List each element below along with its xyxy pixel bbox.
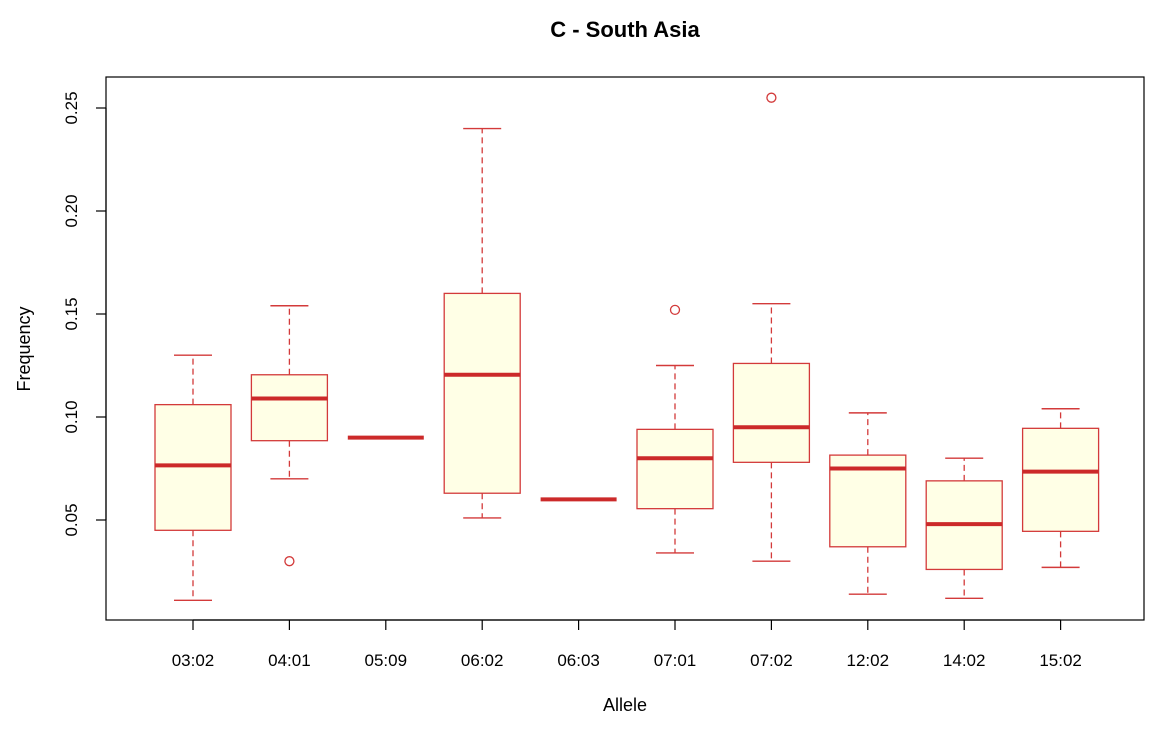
y-axis: 0.05 0.10 0.15 0.20 0.25 — [62, 91, 107, 537]
chart-title: C - South Asia — [550, 17, 700, 42]
box-07:02 — [732, 92, 811, 562]
outlier-point — [669, 304, 681, 316]
iqr-box — [636, 428, 714, 510]
x-tick-label: 07:01 — [654, 651, 697, 670]
x-tick-label: 14:02 — [943, 651, 986, 670]
x-tick-label: 12:02 — [847, 651, 890, 670]
x-tick-label: 04:01 — [268, 651, 311, 670]
iqr-box — [732, 362, 811, 463]
x-tick-label: 07:02 — [750, 651, 793, 670]
outlier-point — [284, 556, 295, 567]
x-axis: 03:02 04:01 05:09 06:02 06:03 07:01 07:02 12:02… — [172, 619, 1082, 670]
box-15:02 — [1021, 408, 1100, 569]
y-tick-label: 0.20 — [62, 194, 81, 227]
x-axis-label: Allele — [603, 695, 647, 715]
box-12:02 — [829, 412, 907, 595]
y-tick-label: 0.10 — [62, 400, 81, 433]
box-14:02 — [925, 457, 1003, 599]
x-tick-label: 03:02 — [172, 651, 215, 670]
iqr-box — [154, 403, 232, 531]
y-tick-label: 0.25 — [62, 91, 81, 124]
box-07:01 — [636, 304, 714, 554]
box-06:02 — [443, 127, 521, 519]
box-03:02 — [154, 354, 232, 602]
y-axis-label: Frequency — [14, 306, 34, 391]
x-tick-label: 15:02 — [1039, 651, 1082, 670]
iqr-box — [443, 292, 521, 494]
outlier-point — [766, 92, 777, 103]
x-tick-label: 05:09 — [365, 651, 408, 670]
y-tick-label: 0.05 — [62, 503, 81, 536]
iqr-box — [250, 374, 329, 442]
y-tick-label: 0.15 — [62, 297, 81, 330]
x-tick-label: 06:03 — [557, 651, 600, 670]
iqr-box — [1021, 427, 1100, 532]
box-04:01 — [250, 305, 329, 567]
boxes-group — [154, 92, 1100, 602]
x-tick-label: 06:02 — [461, 651, 504, 670]
